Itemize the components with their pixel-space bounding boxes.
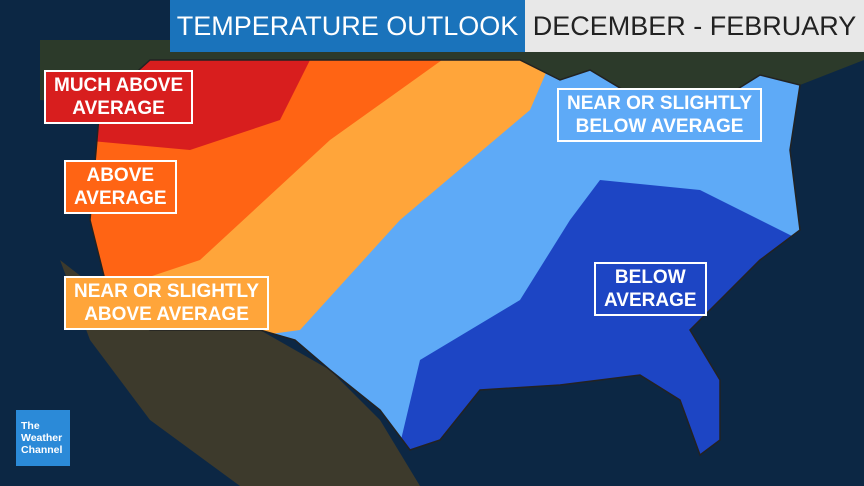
logo-line: Channel [21, 444, 63, 456]
logo-line: Weather [21, 432, 63, 444]
mexico [60, 260, 420, 486]
label-line: ABOVE AVERAGE [84, 304, 249, 325]
region-label: ABOVE AVERAGE [64, 160, 177, 214]
period: DECEMBER - FEBRUARY [525, 0, 864, 52]
label-line: BELOW AVERAGE [575, 116, 744, 137]
label-line: AVERAGE [74, 188, 167, 209]
label-line: MUCH ABOVE [54, 75, 184, 96]
logo: The Weather Channel [16, 410, 70, 466]
region-label: NEAR OR SLIGHTLY ABOVE AVERAGE [64, 276, 270, 330]
label-line: AVERAGE [604, 290, 697, 311]
label-line: BELOW [614, 267, 686, 288]
label-line: NEAR OR SLIGHTLY [74, 281, 260, 302]
logo-line: The [21, 420, 40, 432]
region-label: NEAR OR SLIGHTLY BELOW AVERAGE [557, 88, 763, 142]
title: TEMPERATURE OUTLOOK [170, 0, 525, 52]
region-label: MUCH ABOVE AVERAGE [44, 70, 194, 124]
label-line: AVERAGE [72, 98, 165, 119]
label-line: ABOVE [86, 165, 155, 186]
region-label: BELOW AVERAGE [594, 262, 707, 316]
label-line: NEAR OR SLIGHTLY [567, 93, 753, 114]
